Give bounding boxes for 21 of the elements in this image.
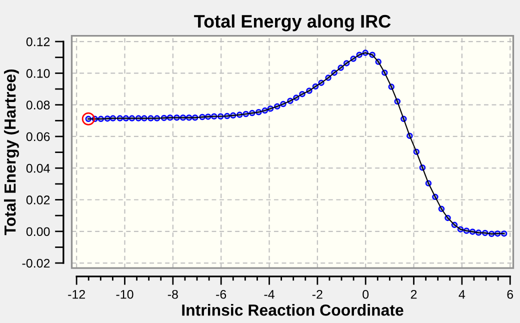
x-tick-label: 2 bbox=[410, 290, 417, 299]
y-tick-label: 0.00 bbox=[26, 227, 50, 236]
x-axis-title: Intrinsic Reaction Coordinate bbox=[182, 304, 404, 316]
chart-title: Total Energy along IRC bbox=[194, 14, 391, 32]
y-tick-label: 0.12 bbox=[26, 37, 50, 46]
x-tick-label: 6 bbox=[507, 290, 514, 299]
y-tick-label: 0.08 bbox=[26, 100, 50, 110]
y-tick-label: -0.02 bbox=[22, 258, 50, 268]
y-tick-label: 0.10 bbox=[26, 68, 50, 78]
y-tick-label: 0.02 bbox=[26, 196, 50, 204]
x-tick-label: -8 bbox=[168, 290, 178, 299]
x-tick-label: -10 bbox=[116, 290, 134, 299]
x-tick-label: 4 bbox=[458, 290, 466, 299]
y-tick-label: 0.04 bbox=[26, 164, 50, 173]
x-tick-label: -6 bbox=[216, 290, 226, 299]
x-tick-label: 0 bbox=[362, 290, 369, 299]
x-tick-label: -2 bbox=[312, 290, 322, 299]
y-axis-title: Total Energy (Hartree) bbox=[4, 69, 19, 236]
x-tick-label: -4 bbox=[264, 290, 274, 299]
x-tick-label: -12 bbox=[68, 290, 85, 299]
y-tick-label: 0.06 bbox=[26, 132, 50, 142]
